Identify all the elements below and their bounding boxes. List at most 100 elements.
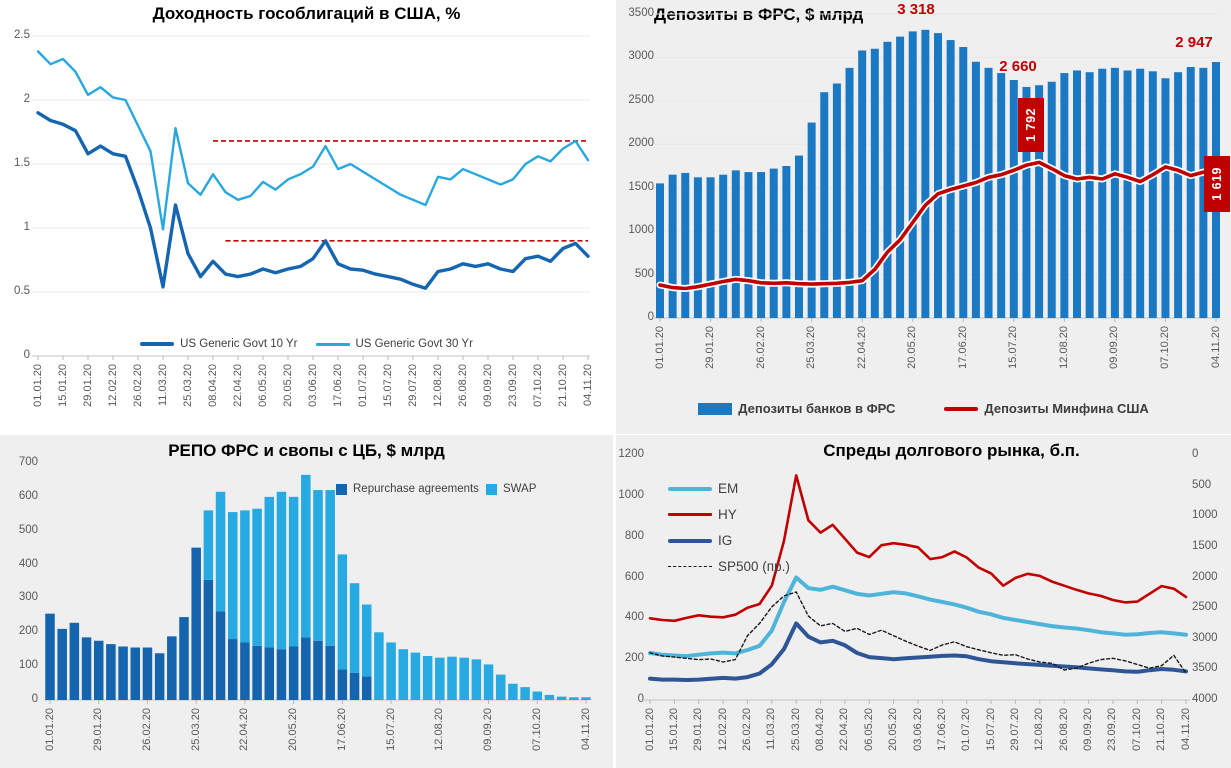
y-tick-label: 3500 xyxy=(628,7,654,19)
x-tick-label: 09.09.20 xyxy=(1108,326,1121,369)
legend-label-em: EM xyxy=(718,481,739,496)
legend-row-em: EM xyxy=(668,481,738,496)
x-tick-label: 01.01.20 xyxy=(43,708,56,751)
annotation-bar-peak: 3 318 xyxy=(897,1,935,18)
y-tick-label: 2000 xyxy=(1192,570,1218,583)
x-tick-label: 20.05.20 xyxy=(287,708,300,751)
x-tick-label: 26.08.20 xyxy=(456,364,469,407)
reference-lines xyxy=(213,140,588,242)
y-tick-label: 800 xyxy=(624,529,644,542)
annotation-bar-trough: 2 660 xyxy=(999,58,1037,75)
x-tick-label: 17.06.20 xyxy=(335,708,348,751)
x-tick-label: 08.04.20 xyxy=(206,364,219,407)
legend-swatch-hy xyxy=(668,513,712,516)
legend-swatch-30yr xyxy=(315,342,350,346)
series-sp500 xyxy=(649,591,1187,674)
spreads-plot xyxy=(644,474,1190,704)
x-tick-label: 21.10.20 xyxy=(1155,708,1168,751)
y-tick-label: 3500 xyxy=(1192,662,1218,675)
x-tick-label: 26.02.20 xyxy=(131,364,144,407)
y-tick-label: 700 xyxy=(18,456,38,468)
repo-swap-plot xyxy=(44,474,591,704)
x-tick-label: 22.04.20 xyxy=(238,708,251,751)
x-tick-label: 25.03.20 xyxy=(789,708,802,751)
y-tick-label: 1000 xyxy=(1192,509,1218,522)
y-tick-label: 0 xyxy=(637,693,644,705)
legend-swatch-10yr xyxy=(140,342,175,346)
x-tick-label: 01.01.20 xyxy=(31,364,44,407)
legend-label-bank-deposits: Депозиты банков в ФРС xyxy=(738,401,896,416)
x-tick-label: 29.01.20 xyxy=(704,326,717,369)
x-tick-label: 26.02.20 xyxy=(140,708,153,751)
x-tick-label: 04.11.20 xyxy=(581,364,594,407)
x-tick-label: 26.02.20 xyxy=(754,326,767,369)
x-tick-label: 29.07.20 xyxy=(406,364,419,407)
y-tick-label: 100 xyxy=(18,659,38,672)
legend-row-sp500: SP500 (пр.) xyxy=(668,559,790,574)
x-tick-label: 26.02.20 xyxy=(740,708,753,751)
legend-label-hy: HY xyxy=(718,507,737,522)
x-tick-label: 01.01.20 xyxy=(653,326,666,369)
repo-swap-chart-title: РЕПО ФРС и свопы с ЦБ, $ млрд xyxy=(168,441,445,460)
x-tick-label: 15.07.20 xyxy=(1007,326,1020,369)
x-tick-label: 07.10.20 xyxy=(531,364,544,407)
x-tick-label: 29.01.20 xyxy=(692,708,705,751)
legend-label-sp500: SP500 (пр.) xyxy=(718,559,790,574)
x-tick-label: 12.08.20 xyxy=(431,364,444,407)
yields-chart-panel: Доходность гособлигаций в США, % 0 0.5 1 1.… xyxy=(0,0,613,434)
yields-legend: US Generic Govt 10 Yr US Generic Govt 30… xyxy=(0,338,613,350)
x-tick-label: 07.10.20 xyxy=(530,708,543,751)
x-tick-label: 17.06.20 xyxy=(331,364,344,407)
y-tick-label: 1000 xyxy=(628,224,654,237)
x-tick-label: 25.03.20 xyxy=(189,708,202,751)
x-tick-label: 21.10.20 xyxy=(556,364,569,407)
x-tick-label: 04.11.20 xyxy=(1179,708,1192,751)
y-tick-label: 0 xyxy=(23,349,30,361)
y-tick-label: 500 xyxy=(18,523,38,536)
y-tick-label: 3000 xyxy=(628,50,654,63)
x-tick-label: 29.01.20 xyxy=(81,364,94,407)
series-10yr xyxy=(36,111,590,290)
x-tick-label: 17.06.20 xyxy=(956,326,969,369)
y-tick-label: 2 xyxy=(23,93,30,105)
legend-swatch-swap xyxy=(485,483,497,495)
legend-row-ig: IG xyxy=(668,533,732,548)
y-tick-label: 400 xyxy=(624,611,644,624)
y-tick-label: 1000 xyxy=(618,488,644,501)
x-tick-label: 15.01.20 xyxy=(56,364,69,407)
x-tick-label: 12.02.20 xyxy=(106,364,119,407)
legend-label-repo: Repurchase agreements xyxy=(353,483,479,495)
x-tick-label: 25.03.20 xyxy=(181,364,194,407)
x-tick-label: 20.05.20 xyxy=(281,364,294,407)
y-tick-label: 300 xyxy=(18,591,38,604)
treasury-deposits-line xyxy=(656,158,1220,292)
x-tick-label: 25.03.20 xyxy=(805,326,818,369)
y-tick-label: 1500 xyxy=(628,180,654,193)
x-tick-label: 29.07.20 xyxy=(1008,708,1021,751)
y-tick-label: 2.5 xyxy=(14,29,30,41)
y-tick-label: 0 xyxy=(1192,448,1199,460)
y-tick-label: 2500 xyxy=(628,93,654,106)
x-tick-label: 07.10.20 xyxy=(1130,708,1143,751)
x-tick-label: 15.07.20 xyxy=(984,708,997,751)
yields-plot xyxy=(32,35,590,360)
x-tick-label: 15.01.20 xyxy=(667,708,680,751)
y-tick-label: 600 xyxy=(18,489,38,502)
legend-label-10yr: US Generic Govt 10 Yr xyxy=(180,338,298,350)
x-tick-label: 12.02.20 xyxy=(716,708,729,751)
x-tick-label: 01.07.20 xyxy=(356,364,369,407)
fed-deposits-legend: Депозиты банков в ФРС Депозиты Минфина С… xyxy=(616,401,1231,416)
x-tick-label: 22.04.20 xyxy=(838,708,851,751)
x-tick-label: 07.10.20 xyxy=(1158,326,1171,369)
x-tick-label: 11.03.20 xyxy=(765,708,778,751)
x-tick-label: 09.09.20 xyxy=(482,708,495,751)
y-tick-label: 200 xyxy=(624,652,644,665)
swap-bars xyxy=(203,474,591,700)
legend-label-swap: SWAP xyxy=(502,483,537,495)
x-tick-label: 04.11.20 xyxy=(1209,326,1222,369)
y-tick-label: 2000 xyxy=(628,137,654,150)
x-tick-label: 15.07.20 xyxy=(381,364,394,407)
x-tick-label: 04.11.20 xyxy=(579,708,592,751)
x-tick-label: 12.08.20 xyxy=(433,708,446,751)
